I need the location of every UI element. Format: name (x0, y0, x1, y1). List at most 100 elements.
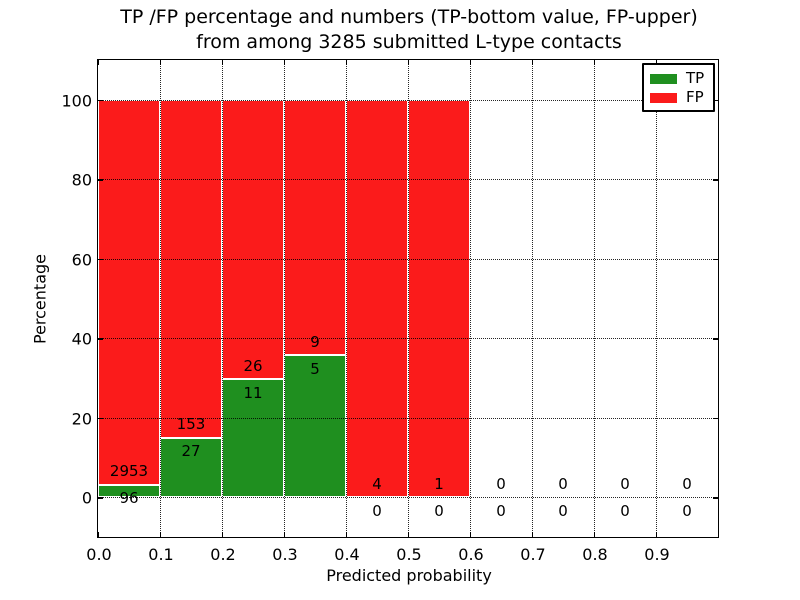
tp-count-label: 27 (181, 442, 201, 461)
x-tick-label: 0.0 (86, 545, 112, 564)
fp-count-label: 153 (176, 415, 206, 434)
legend-label-fp: FP (686, 88, 704, 106)
bar-segment-tp (284, 355, 346, 498)
bar-segment-tp (98, 484, 160, 498)
tp-count-label: 0 (372, 501, 382, 520)
x-tick-label: 0.6 (458, 545, 484, 564)
tp-count-label: 0 (434, 501, 444, 520)
gridline-horizontal (98, 338, 718, 340)
x-tick-mark (160, 532, 162, 537)
x-tick-mark-top (160, 60, 162, 65)
legend-swatch-fp (650, 92, 677, 103)
bar-segment-fp (160, 99, 222, 438)
legend: TP FP (642, 63, 715, 112)
plot-area: 2953 96 153 27 26 11 9 5 4 0 1 0 0 0 0 0 0 0 0 0 TP FP (97, 59, 719, 538)
y-tick-mark-right (713, 258, 718, 261)
gridline-horizontal (98, 99, 718, 101)
y-tick-mark (98, 338, 103, 340)
y-tick-mark (98, 99, 103, 102)
gridline-horizontal (98, 258, 718, 260)
x-tick-mark-top (594, 60, 596, 65)
y-tick-mark (98, 179, 103, 181)
tp-count-label: 0 (682, 501, 692, 520)
gridline-vertical (284, 60, 285, 537)
x-tick-mark (532, 532, 534, 537)
y-tick-label: 80 (71, 170, 92, 190)
y-tick-mark-right (713, 338, 718, 340)
gridline-vertical (532, 60, 533, 537)
tp-count-label: 0 (496, 501, 506, 520)
gridline-horizontal (98, 179, 718, 181)
tp-count-label: 0 (620, 501, 630, 520)
bar-segment-tp (160, 437, 222, 498)
y-tick-label: 0 (81, 488, 92, 508)
x-tick-mark (656, 532, 658, 537)
x-tick-mark-top (532, 60, 534, 65)
y-tick-label: 100 (61, 91, 92, 111)
fp-count-label: 9 (310, 332, 320, 351)
gridline-vertical (408, 60, 409, 537)
fp-count-label: 26 (243, 356, 263, 375)
x-tick-mark (98, 532, 100, 537)
gridline-vertical (222, 60, 223, 537)
fp-count-label: 0 (620, 474, 630, 493)
gridline-vertical (160, 60, 161, 537)
gridline-vertical (594, 60, 595, 537)
x-tick-label: 0.4 (334, 545, 360, 564)
x-tick-label: 0.7 (520, 545, 546, 564)
legend-item-tp: TP (644, 69, 713, 88)
x-tick-label: 0.2 (210, 545, 236, 564)
gridline-vertical (656, 60, 657, 537)
gridline-vertical (346, 60, 347, 537)
y-tick-label: 40 (71, 329, 92, 349)
x-tick-mark-top (656, 60, 658, 65)
y-tick-label: 60 (71, 250, 92, 270)
x-tick-mark (284, 532, 286, 537)
x-tick-mark-top (408, 60, 410, 65)
x-tick-mark (222, 532, 224, 537)
fp-count-label: 0 (496, 474, 506, 493)
x-tick-label: 0.3 (272, 545, 298, 564)
x-tick-label: 0.8 (582, 545, 608, 564)
x-tick-mark-top (346, 60, 348, 65)
tp-count-label: 0 (558, 501, 568, 520)
y-tick-label: 20 (71, 409, 92, 429)
x-tick-mark (346, 532, 348, 537)
fp-count-label: 0 (558, 474, 568, 493)
gridline-horizontal (98, 497, 718, 499)
y-tick-mark (98, 497, 103, 499)
x-tick-label: 0.9 (644, 545, 670, 564)
x-tick-mark (594, 532, 596, 537)
ticks-layer (98, 60, 718, 537)
x-tick-mark-top (222, 60, 224, 65)
chart-title-line1: TP /FP percentage and numbers (TP-bottom… (120, 6, 698, 28)
y-tick-mark-right (713, 417, 718, 420)
tp-count-label: 96 (119, 489, 139, 508)
annotations-layer: 2953 96 153 27 26 11 9 5 4 0 1 0 0 0 0 0 0 0 0 0 (98, 60, 718, 537)
x-axis-label: Predicted probability (326, 566, 492, 585)
fp-count-label: 4 (372, 474, 382, 493)
x-tick-mark (470, 532, 472, 537)
chart-title: TP /FP percentage and numbers (TP-bottom… (99, 5, 719, 55)
fp-count-label: 0 (682, 474, 692, 493)
y-tick-mark (98, 417, 103, 420)
bar-segment-fp (408, 99, 470, 498)
bar-segment-fp (98, 99, 160, 485)
y-tick-mark-right (713, 179, 718, 181)
tp-count-label: 5 (310, 359, 320, 378)
chart-title-line2: from among 3285 submitted L-type contact… (196, 31, 622, 53)
gridline-horizontal (98, 417, 718, 419)
x-tick-label: 0.1 (148, 545, 174, 564)
y-tick-mark-right (713, 497, 718, 499)
fp-count-label: 2953 (109, 462, 149, 481)
legend-item-fp: FP (644, 88, 713, 107)
tp-count-label: 11 (243, 383, 263, 402)
fp-count-label: 1 (434, 474, 444, 493)
legend-label-tp: TP (686, 69, 705, 87)
y-tick-mark-right (713, 99, 718, 102)
x-tick-mark-top (98, 60, 100, 65)
x-tick-mark (408, 532, 410, 537)
y-axis-label: Percentage (30, 253, 50, 345)
bars-layer (98, 60, 718, 537)
